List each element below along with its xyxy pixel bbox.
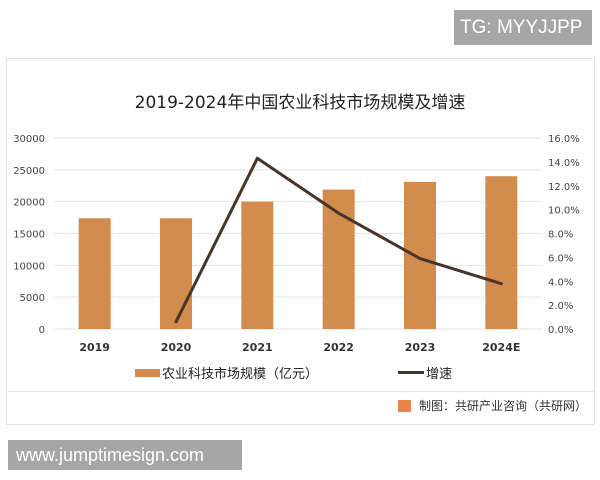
x-axis-tick-label: 2021 (242, 341, 273, 354)
left-axis-tick-label: 5000 (20, 293, 45, 304)
left-axis-tick-label: 20000 (13, 198, 45, 209)
legend-swatch-line (398, 371, 424, 374)
bar-2019 (78, 218, 111, 329)
left-axis-tick-label: 25000 (13, 166, 45, 177)
source-logo-icon (398, 399, 411, 412)
right-axis-tick-label: 10.0% (548, 206, 580, 217)
right-axis-tick-label: 2.0% (548, 301, 573, 312)
growth-point-2023 (418, 257, 422, 261)
source-note: 制图：共研产业咨询（共研网） (398, 397, 587, 414)
watermark-badge-bottom: www.jumptimesign.com (8, 440, 242, 470)
bar-2021 (241, 201, 274, 329)
growth-point-2024E (499, 282, 503, 286)
x-axis-tick-label: 2024E (482, 341, 520, 354)
right-axis-tick-label: 16.0% (548, 134, 580, 145)
divider (8, 391, 594, 392)
right-axis-tick-label: 6.0% (548, 253, 573, 264)
left-axis-tick-label: 15000 (13, 230, 45, 241)
bar-2020 (160, 218, 192, 329)
right-axis-tick-label: 14.0% (548, 158, 580, 169)
x-axis-tick-label: 2022 (323, 341, 354, 354)
left-axis-tick-label: 10000 (13, 261, 45, 272)
bar-2022 (322, 189, 355, 329)
bar-2024E (485, 176, 518, 329)
growth-point-2022 (337, 211, 341, 215)
right-axis-tick-label: 8.0% (548, 230, 573, 241)
growth-point-2020 (174, 320, 178, 324)
bar-2023 (404, 181, 436, 329)
legend-label-bar: 农业科技市场规模（亿元） (162, 367, 319, 382)
x-axis-tick-label: 2019 (79, 341, 110, 354)
legend-item-bar: 农业科技市场规模（亿元） (135, 363, 318, 382)
legend-swatch-bar (135, 368, 160, 377)
x-axis-tick-label: 2020 (161, 341, 192, 354)
left-axis-tick-label: 30000 (13, 134, 45, 145)
chart-frame (6, 58, 595, 425)
x-axis-tick-label: 2023 (405, 341, 436, 354)
legend-item-line: 增速 (398, 363, 452, 382)
right-axis-tick-label: 0.0% (548, 325, 573, 336)
growth-point-2021 (255, 156, 259, 160)
chart-title: 2019-2024年中国农业科技市场规模及增速 (134, 93, 466, 113)
legend-label-line: 增速 (426, 367, 453, 382)
right-axis-tick-label: 4.0% (548, 277, 573, 288)
right-axis-tick-label: 12.0% (548, 182, 580, 193)
watermark-badge-top: TG: MYYJJPP (454, 10, 592, 45)
source-text: 制图：共研产业咨询（共研网） (419, 399, 588, 413)
left-axis-tick-label: 0 (39, 325, 45, 336)
